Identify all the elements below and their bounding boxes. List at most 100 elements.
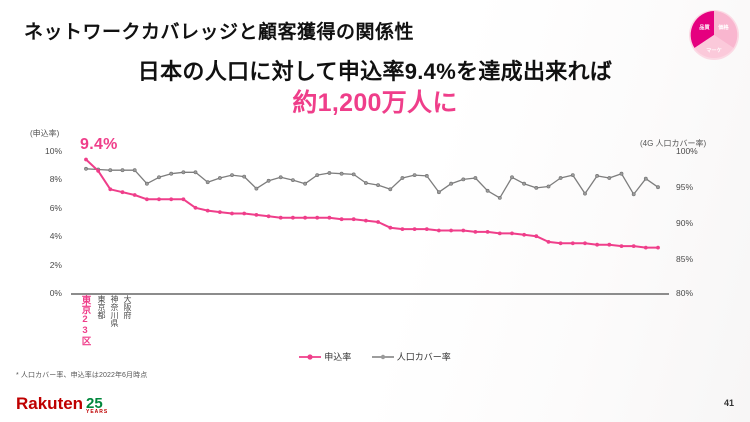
right-ytick-80: 80% (676, 288, 694, 298)
series-point (449, 181, 454, 186)
series-point (595, 242, 599, 247)
right-ytick-100: 100% (676, 146, 698, 156)
series-point (656, 245, 660, 250)
series-point (643, 245, 648, 250)
series-point (485, 230, 490, 234)
right-ytick-85: 85% (676, 254, 694, 264)
right-ytick-90: 90% (676, 218, 694, 228)
right-axis-caption: (4G 人口カバー率) (640, 139, 707, 148)
series-point (510, 231, 514, 236)
coverage-vs-signup-chart: (申込率) (4G 人口カバー率) 9.4% 10% 8% 6% 4% 2% 0… (0, 128, 750, 358)
series-point (327, 215, 332, 220)
logo-brand-text: Rakuten (16, 394, 83, 413)
series-point (631, 192, 636, 197)
series-point (254, 213, 259, 217)
series-point (230, 211, 234, 216)
left-ytick-2: 2% (49, 260, 62, 270)
series-line-申込率 (85, 158, 658, 249)
series-point (278, 175, 283, 180)
series-point (84, 157, 88, 162)
left-ytick-6: 6% (49, 203, 62, 213)
series-point (193, 205, 198, 210)
series-point (132, 168, 137, 173)
subtitle-line-2: 約1,200万人に (292, 88, 458, 117)
page-number: 41 (723, 398, 734, 408)
logo-anniversary-word: YEARS (86, 409, 108, 414)
series-point (412, 173, 417, 178)
peak-value-label: 9.4% (80, 136, 118, 153)
series-point (546, 184, 551, 189)
series-point (534, 234, 539, 239)
series-point (266, 214, 271, 219)
series-point (315, 215, 320, 220)
series-point (193, 170, 198, 175)
footnote: * 人口カバー率、申込率は2022年6月時点 (16, 372, 148, 379)
logo-anniversary-number: 25 (86, 395, 103, 412)
badge-segment-label-2: マーケ (706, 47, 722, 54)
series-point (144, 181, 149, 186)
series-point (643, 176, 648, 181)
series-point (461, 177, 466, 182)
series-point (619, 244, 624, 248)
series-point (242, 211, 247, 216)
series-point (388, 187, 393, 192)
series-point (473, 230, 478, 234)
badge-segment-label-0: 品質 (699, 23, 710, 31)
legend-label-coverage-rate: 人口カバー率 (396, 352, 451, 362)
left-ytick-4: 4% (49, 231, 62, 241)
legend-item-signup-rate: 申込率 (299, 350, 351, 363)
series-point (278, 215, 283, 220)
series-point (181, 170, 186, 175)
rakuten-logo: Rakuten 25 YEARS (16, 392, 124, 415)
series-point (303, 181, 308, 186)
subtitle-block: 日本の人口に対して申込率9.4%を達成出来れば 約1,200万人に (0, 58, 750, 118)
series-point (497, 196, 502, 200)
series-point (619, 171, 624, 176)
series-point (217, 176, 222, 180)
x-label-osaka: 大阪府 (123, 295, 132, 319)
series-point (230, 173, 234, 178)
series-point (437, 228, 441, 233)
series-line-人口カバー率 (85, 168, 659, 199)
series-point (169, 197, 174, 202)
series-point (339, 217, 344, 222)
legend-label-signup-rate: 申込率 (324, 352, 352, 362)
series-point (473, 176, 478, 180)
series-point (120, 190, 125, 195)
series-point (583, 241, 587, 246)
series-point (132, 193, 137, 197)
series-point (534, 186, 539, 190)
series-point (424, 227, 429, 231)
legend-item-coverage-rate: 人口カバー率 (371, 350, 451, 363)
left-ytick-10: 10% (44, 146, 62, 156)
series-point (145, 197, 149, 202)
x-label-tokyo-23ku: 東京23区 (79, 295, 91, 346)
series-point (376, 183, 381, 188)
left-ytick-8: 8% (49, 174, 62, 184)
series-point (205, 208, 210, 213)
series-point (510, 175, 514, 180)
series-point (631, 244, 636, 248)
series-point (290, 178, 295, 183)
series-point (120, 168, 125, 173)
series-point (169, 171, 174, 176)
series-point (424, 174, 429, 178)
series-point (461, 228, 466, 233)
series-point (242, 174, 247, 179)
series-point (388, 225, 393, 230)
subtitle-line-1: 日本の人口に対して申込率9.4%を達成出来れば (137, 59, 613, 84)
right-ytick-95: 95% (676, 182, 694, 192)
series-point (291, 215, 295, 220)
series-point (363, 181, 368, 185)
x-label-tokyo-to: 東京都 (97, 295, 106, 319)
series-point (412, 227, 417, 231)
series-point (303, 215, 307, 220)
series-point (266, 178, 271, 183)
series-point (497, 231, 502, 236)
x-axis-category-labels: 東京23区 東京都 神奈川県 大阪府 (0, 295, 750, 357)
series-point (157, 197, 161, 202)
series-point (339, 171, 344, 176)
pie-badge-icon: 品質 価格 マーケ (689, 10, 739, 60)
series-point (315, 173, 320, 178)
